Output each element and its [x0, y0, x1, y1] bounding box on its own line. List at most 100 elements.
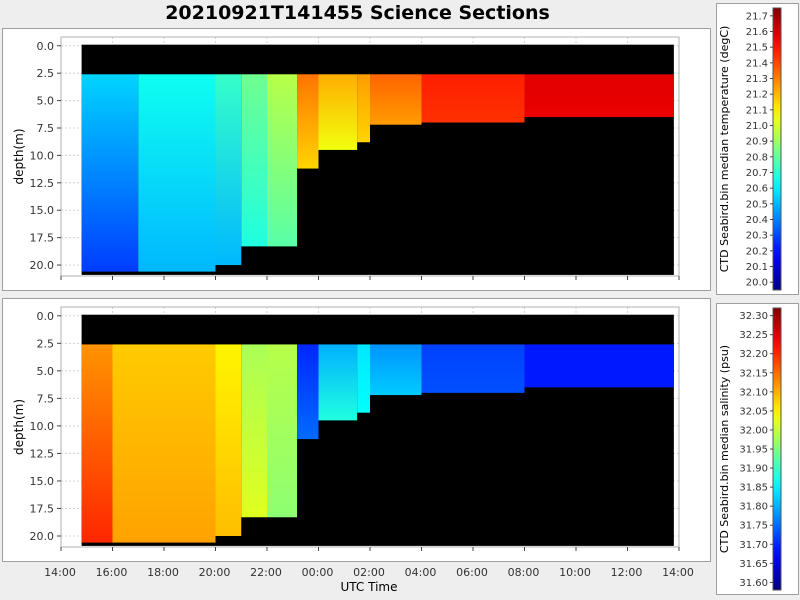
colorbar-tick-label: 32.05: [739, 406, 768, 417]
x-tick-label: 04:00: [405, 566, 437, 579]
section-segment: [370, 74, 422, 125]
colorbar-tick-label: 20.6: [746, 184, 768, 195]
colorbar-scale: [772, 307, 782, 591]
colorbar-label: CTD Seabird.bin median temperature (degC…: [718, 26, 731, 273]
section-segment: [524, 344, 674, 388]
chart-title: 20210921T141455 Science Sections: [165, 2, 550, 24]
colorbar-tick-label: 31.85: [739, 483, 768, 494]
y-tick-label: 2.5: [37, 67, 55, 80]
section-segment: [215, 74, 242, 266]
x-tick-label: 18:00: [147, 566, 179, 579]
section-segment: [81, 74, 139, 272]
section-segment: [267, 344, 298, 518]
section-segment: [357, 74, 370, 143]
colorbar-label: CTD Seabird.bin median salinity (psu): [718, 345, 731, 553]
colorbar-tick-label: 20.3: [746, 231, 768, 242]
colorbar-tick-label: 21.3: [746, 74, 768, 85]
section-segment: [241, 74, 267, 247]
colorbar-tick-label: 21.6: [746, 27, 768, 38]
colorbar-tick-label: 21.0: [746, 121, 768, 132]
colorbar-tick-label: 20.0: [746, 278, 768, 289]
y-tick-label: 0.0: [37, 40, 55, 53]
colorbar-tick-label: 20.2: [746, 246, 768, 257]
section-segment: [357, 344, 370, 413]
x-tick-label: 06:00: [456, 566, 488, 579]
colorbar-tick-label: 31.65: [739, 559, 768, 570]
colorbar-tick-label: 21.2: [746, 90, 768, 101]
x-tick-label: 14:00: [662, 566, 694, 579]
section-segment: [112, 344, 216, 543]
section-segment: [267, 74, 298, 247]
colorbar-tick-label: 32.20: [739, 349, 768, 360]
x-tick-label: 10:00: [559, 566, 591, 579]
x-tick-label: 02:00: [353, 566, 385, 579]
colorbar-tick-label: 21.5: [746, 43, 768, 54]
y-axis-label: depth(m): [12, 399, 26, 455]
colorbar-tick-label: 32.00: [739, 425, 768, 436]
colorbar-tick-label: 20.4: [746, 215, 768, 226]
temperature-colorbar-panel: 20.0 20.1 20.2 20.3 20.4 20.5 20.6 20.7 20.8 20.9…: [716, 3, 799, 295]
colorbar-tick-label: 20.8: [746, 152, 768, 163]
y-tick-label: 17.5: [30, 232, 55, 245]
colorbar-tick-label: 31.90: [739, 464, 768, 475]
y-tick-label: 20.0: [30, 530, 55, 543]
x-tick-label: 20:00: [199, 566, 231, 579]
colorbar-tick-label: 20.5: [746, 199, 768, 210]
y-tick-label: 12.5: [30, 447, 55, 460]
colorbar-tick-label: 20.7: [746, 168, 768, 179]
y-tick-label: 0.0: [37, 310, 55, 323]
y-tick-label: 7.5: [37, 122, 55, 135]
colorbar-tick-label: 31.80: [739, 502, 768, 513]
temperature-plot-panel: 0.0 2.5 5.0 7.5 10.0 12.5 15.0 17.5 20.0 depth(m): [2, 28, 711, 291]
temperature-section-plot: 0.0 2.5 5.0 7.5 10.0 12.5 15.0 17.5 20.0 depth(m): [12, 36, 680, 280]
section-segment: [318, 344, 358, 421]
y-tick-label: 5.0: [37, 365, 55, 378]
y-axis-label: depth(m): [12, 129, 26, 185]
section-segment: [215, 344, 242, 536]
colorbar-tick-label: 31.60: [739, 578, 768, 589]
colorbar-tick-label: 32.30: [739, 311, 768, 322]
section-segment: [241, 344, 267, 518]
salinity-colorbar: 31.60 31.65 31.70 31.75 31.80 31.85 31.90 31.95…: [718, 307, 782, 591]
x-tick-label: 08:00: [508, 566, 540, 579]
colorbar-tick-label: 21.4: [746, 58, 768, 69]
salinity-plot-panel: 0.0 2.5 5.0 7.5 10.0 12.5 15.0 17.5 20.0 depth(m): [2, 298, 711, 562]
section-segment: [297, 344, 319, 440]
colorbar-tick-label: 31.75: [739, 521, 768, 532]
section-segment: [318, 74, 358, 150]
salinity-colorbar-panel: 31.60 31.65 31.70 31.75 31.80 31.85 31.90 31.95…: [716, 303, 799, 595]
x-tick-label: 14:00: [44, 566, 76, 579]
section-segment: [421, 74, 525, 123]
x-tick-label: 16:00: [96, 566, 128, 579]
y-tick-label: 12.5: [30, 177, 55, 190]
x-tick-label: 12:00: [611, 566, 643, 579]
y-tick-label: 17.5: [30, 502, 55, 515]
y-tick-label: 15.0: [30, 204, 55, 217]
x-tick-label: 22:00: [250, 566, 282, 579]
section-segment: [81, 344, 113, 543]
section-segment: [524, 74, 674, 118]
y-tick-label: 10.0: [30, 420, 55, 433]
y-tick-label: 5.0: [37, 95, 55, 108]
colorbar-tick-label: 31.95: [739, 445, 768, 456]
colorbar-tick-label: 21.1: [746, 105, 768, 116]
colorbar-scale: [772, 7, 782, 291]
x-axis: 14:00 16:00 18:00 20:00 22:00 00:00 02:00 04:00…: [44, 566, 694, 594]
section-segment: [297, 74, 319, 169]
colorbar-tick-label: 20.9: [746, 137, 768, 148]
section-segment: [370, 344, 422, 396]
y-tick-label: 15.0: [30, 475, 55, 488]
temperature-colorbar: 20.0 20.1 20.2 20.3 20.4 20.5 20.6 20.7 20.8 20.9…: [718, 7, 782, 291]
colorbar-tick-label: 32.25: [739, 330, 768, 341]
y-tick-label: 7.5: [37, 392, 55, 405]
section-segment: [138, 74, 216, 272]
y-tick-label: 2.5: [37, 337, 55, 350]
x-tick-label: 00:00: [302, 566, 334, 579]
colorbar-tick-label: 20.1: [746, 262, 768, 273]
colorbar-tick-label: 31.70: [739, 540, 768, 551]
salinity-section-plot: 0.0 2.5 5.0 7.5 10.0 12.5 15.0 17.5 20.0 depth(m): [12, 306, 680, 551]
colorbar-tick-label: 32.15: [739, 368, 768, 379]
colorbar-tick-label: 21.7: [746, 11, 768, 22]
y-tick-label: 20.0: [30, 259, 55, 272]
section-segment: [421, 344, 525, 393]
